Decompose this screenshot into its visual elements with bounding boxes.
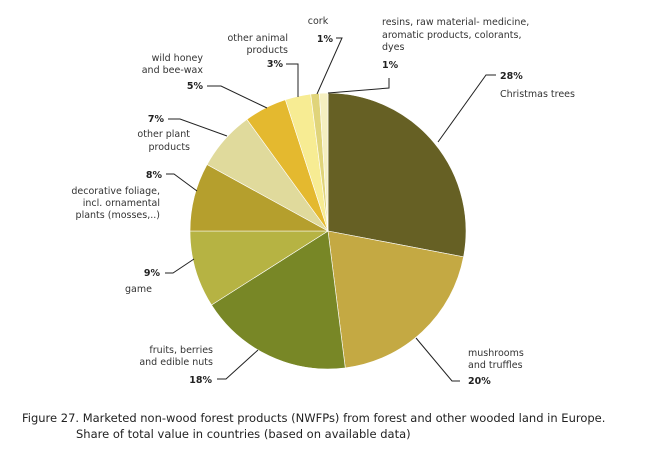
slice-label: dyes [382, 42, 404, 53]
pct-label: 28% [500, 71, 523, 82]
leader-line [207, 85, 268, 109]
pct-label: 20% [468, 376, 491, 387]
leader-line [166, 173, 198, 192]
slice-label: wild honey [152, 53, 204, 64]
slice-label: and bee-wax [142, 65, 204, 76]
leader-line [437, 74, 496, 143]
slice-label: game [125, 284, 152, 295]
slice-label: decorative foliage, [71, 186, 160, 197]
pie-slice-mushrooms [327, 230, 464, 369]
pct-label: 5% [187, 81, 204, 92]
leader-line [165, 258, 195, 274]
leader-line [327, 78, 390, 94]
pct-label: 1% [317, 34, 334, 45]
figure-caption: Figure 27. Marketed non-wood forest prod… [22, 411, 605, 425]
pct-label: 3% [267, 59, 284, 70]
pct-label: 9% [144, 268, 161, 279]
slice-label: products [149, 142, 191, 153]
slice-label: aromatic products, colorants, [382, 30, 521, 41]
pie-slice-resins-raw-material-medicine [319, 92, 329, 232]
slice-label: resins, raw material- medicine, [382, 17, 529, 28]
slice-label: mushrooms [468, 348, 524, 359]
slice-label: cork [308, 16, 329, 27]
slice-label: fruits, berries [149, 345, 213, 356]
slice-label: other animal [227, 33, 288, 44]
slice-label: plants (mosses,..) [76, 210, 160, 221]
slice-label: products [247, 45, 289, 56]
slice-label: and edible nuts [139, 357, 213, 368]
leader-line [168, 118, 228, 137]
slice-label: Christmas trees [500, 89, 575, 100]
leader-line [316, 37, 343, 95]
leader-line [415, 337, 460, 382]
pct-label: 18% [189, 375, 212, 386]
pie-slice-fruits-berries [211, 230, 346, 370]
leader-line [286, 63, 299, 97]
figure-caption-subtitle: Share of total value in countries (based… [76, 427, 411, 441]
slice-label: incl. ornamental [83, 198, 160, 209]
pct-label: 1% [382, 60, 399, 71]
pie-slice-christmas-trees [327, 92, 467, 258]
leader-line [217, 349, 259, 380]
pct-label: 8% [146, 170, 163, 181]
pct-label: 7% [148, 114, 165, 125]
slice-label: and truffles [468, 360, 523, 371]
slice-label: other plant [137, 129, 190, 140]
